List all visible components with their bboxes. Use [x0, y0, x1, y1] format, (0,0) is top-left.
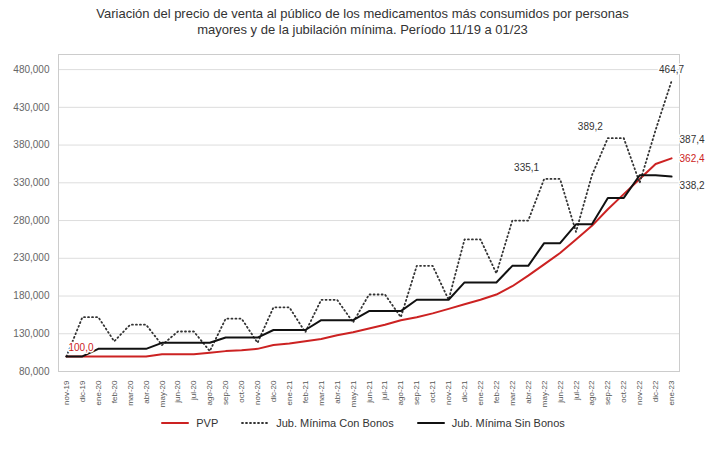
svg-text:ene-23: ene-23	[667, 380, 676, 405]
svg-text:dic-19: dic-19	[78, 380, 87, 402]
svg-text:jul-22: jul-22	[572, 380, 581, 401]
svg-text:464,7: 464,7	[659, 64, 684, 75]
svg-text:mar-22: mar-22	[508, 380, 517, 406]
svg-text:130,000: 130,000	[13, 328, 50, 339]
svg-text:sep-21: sep-21	[412, 380, 421, 405]
svg-text:jun-21: jun-21	[365, 380, 374, 404]
svg-text:nov-22: nov-22	[635, 380, 644, 405]
svg-text:430,000: 430,000	[13, 102, 50, 113]
svg-text:sep-22: sep-22	[603, 380, 612, 405]
html-text:Jub. Mínima Sin Bonos: Jub. Mínima Sin Bonos	[451, 417, 565, 429]
svg-text:feb-21: feb-21	[301, 380, 310, 403]
svg-text:100,0: 100,0	[68, 342, 93, 353]
svg-text:280,000: 280,000	[13, 215, 50, 226]
svg-text:sep-20: sep-20	[221, 380, 230, 405]
svg-text:80,000: 80,000	[19, 366, 50, 377]
svg-text:jul-21: jul-21	[380, 380, 389, 401]
svg-text:feb-20: feb-20	[110, 380, 119, 403]
svg-text:oct-22: oct-22	[619, 380, 628, 403]
svg-text:nov-20: nov-20	[253, 380, 262, 405]
svg-text:387,4: 387,4	[680, 134, 705, 145]
svg-text:abr-20: abr-20	[142, 380, 151, 404]
svg-text:mar-20: mar-20	[126, 380, 135, 406]
svg-text:ene-22: ene-22	[476, 380, 485, 405]
svg-text:abr-21: abr-21	[333, 380, 342, 404]
svg-text:180,000: 180,000	[13, 290, 50, 301]
html-text:PVP: PVP	[196, 417, 219, 429]
svg-text:ago-20: ago-20	[205, 380, 214, 405]
svg-text:380,000: 380,000	[13, 139, 50, 150]
svg-text:ene-21: ene-21	[285, 380, 294, 405]
svg-text:dic-22: dic-22	[651, 380, 660, 402]
svg-text:480,000: 480,000	[13, 64, 50, 75]
svg-text:389,2: 389,2	[578, 121, 603, 132]
svg-text:oct-20: oct-20	[237, 380, 246, 403]
svg-text:362,4: 362,4	[680, 153, 705, 164]
html-text:Variación del precio de venta: Variación del precio de venta al público…	[96, 6, 629, 37]
svg-text:oct-21: oct-21	[428, 380, 437, 403]
html-text:Jub. Mínima Con Bonos: Jub. Mínima Con Bonos	[276, 417, 394, 429]
svg-text:338,2: 338,2	[680, 180, 705, 191]
svg-text:may-20: may-20	[158, 380, 167, 407]
svg-text:ago-21: ago-21	[396, 380, 405, 405]
svg-text:330,000: 330,000	[13, 177, 50, 188]
svg-text:335,1: 335,1	[514, 162, 539, 173]
svg-text:ago-22: ago-22	[587, 380, 596, 405]
svg-text:nov-21: nov-21	[444, 380, 453, 405]
svg-text:dic-20: dic-20	[269, 380, 278, 402]
svg-text:nov-19: nov-19	[62, 380, 71, 405]
svg-text:dic-21: dic-21	[460, 380, 469, 402]
svg-text:feb-22: feb-22	[492, 380, 501, 403]
svg-text:230,000: 230,000	[13, 252, 50, 263]
svg-text:jul-20: jul-20	[189, 380, 198, 401]
svg-text:ene-20: ene-20	[94, 380, 103, 405]
svg-text:may-21: may-21	[349, 380, 358, 407]
svg-text:jun-22: jun-22	[556, 380, 565, 404]
svg-text:mar-21: mar-21	[317, 380, 326, 406]
svg-text:abr-22: abr-22	[524, 380, 533, 404]
svg-text:jun-20: jun-20	[173, 380, 182, 404]
svg-text:may-22: may-22	[540, 380, 549, 407]
